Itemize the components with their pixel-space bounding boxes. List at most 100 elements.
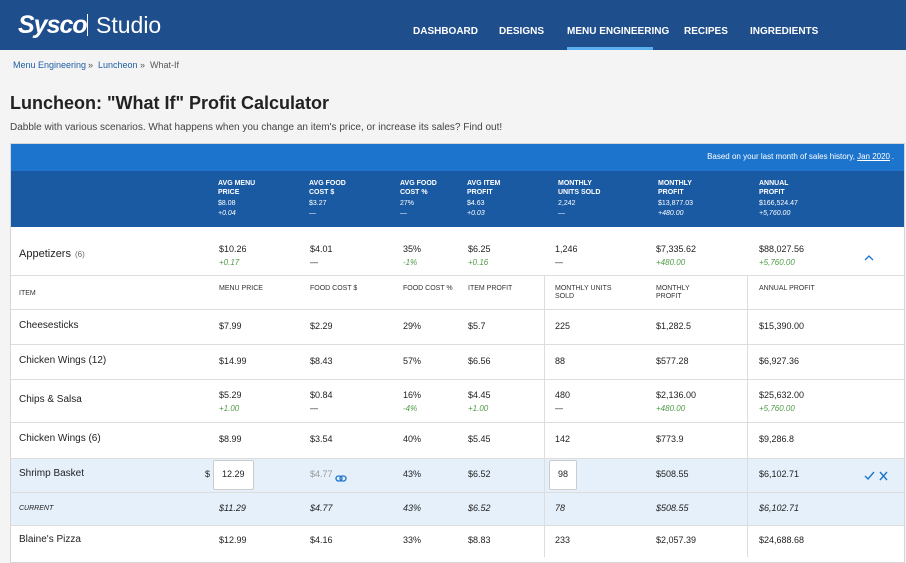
summary-value: $13,877.03 <box>658 200 694 207</box>
summary-value: $3.27 <box>309 200 327 207</box>
breadcrumb-link[interactable]: Menu Engineering <box>13 60 87 70</box>
cell-value: $6.56 <box>468 355 491 366</box>
item-name[interactable]: Chips & Salsa <box>19 393 82 405</box>
calculator-card: Jan 2020. Based on your last month of sal… <box>10 143 905 563</box>
column-divider <box>544 275 545 557</box>
summary-delta: +0.03 <box>467 210 485 217</box>
page-subtitle: Dabble with various scenarios. What happ… <box>10 122 503 133</box>
item-name[interactable]: Cheesesticks <box>19 319 79 331</box>
cell-value: 43% <box>403 469 422 479</box>
cell-value: 29% <box>403 320 422 331</box>
cell-value: $11.29 <box>219 502 246 513</box>
cell-value: $15,390.00 <box>759 320 805 331</box>
column-header: FOOD COST % <box>403 285 453 292</box>
cell-delta: +0.16 <box>468 257 489 267</box>
top-bar: Sysco Studio DASHBOARD DESIGNS MENU ENGINE… <box>0 0 906 50</box>
cell-value: $10.26 <box>219 243 247 254</box>
cell-delta: +5,760.00 <box>759 257 795 267</box>
link-icon[interactable] <box>335 470 347 488</box>
cell-value: $88,027.56 <box>759 243 805 254</box>
item-name: CURRENT <box>19 504 54 512</box>
edit-actions[interactable] <box>864 469 890 487</box>
summary-label: AVG ITEM PROFIT <box>467 180 501 196</box>
cell-value: 142 <box>555 434 571 444</box>
nav-link[interactable]: DASHBOARD <box>413 26 478 37</box>
cell-value: $577.28 <box>656 355 689 366</box>
cell-value: 78 <box>555 502 566 513</box>
item-name[interactable]: Shrimp Basket <box>19 468 85 479</box>
summary-delta: +5,760.00 <box>759 210 791 217</box>
summary-delta: — <box>309 210 316 217</box>
cell-value: $8.83 <box>468 535 491 545</box>
table-row <box>11 458 904 492</box>
cell-value: $4.45 <box>468 389 491 400</box>
cell-delta: +480.00 <box>656 257 686 267</box>
summary-label: MONTHLY UNITS SOLD <box>558 180 601 196</box>
cell-value: $3.54 <box>310 434 333 444</box>
cell-value: $9,286.8 <box>759 434 795 444</box>
column-header: FOOD COST $ <box>310 285 358 292</box>
summary-value: $4.63 <box>467 200 485 207</box>
cell-delta: — <box>555 257 563 267</box>
cell-value: $2,136.00 <box>656 389 697 400</box>
item-name[interactable]: Chicken Wings (6) <box>19 433 101 444</box>
cell-delta: -1% <box>403 257 418 267</box>
column-header: MONTHLY PROFIT <box>656 285 690 300</box>
nav-link[interactable]: INGREDIENTS <box>750 26 819 37</box>
section-name[interactable]: Appetizers <box>19 248 71 260</box>
cell-value: 1,246 <box>555 243 578 254</box>
chevron-up <box>864 255 874 261</box>
cell-value: $6,927.36 <box>759 355 800 366</box>
item-name[interactable]: Chicken Wings (12) <box>19 354 107 366</box>
cell-value: $1,282.5 <box>656 320 692 331</box>
edit-input[interactable]: 98 <box>549 460 578 490</box>
nav-active-underline <box>567 47 653 50</box>
table-row <box>11 379 904 422</box>
cell-value: 40% <box>403 434 422 444</box>
banner-link[interactable]: Jan 2020 <box>857 152 890 161</box>
cell-delta: +480.00 <box>656 403 686 413</box>
cell-value: 233 <box>555 535 571 545</box>
summary-value: $8.08 <box>218 200 236 207</box>
cell-delta: -4% <box>403 403 418 413</box>
table-row <box>11 309 904 344</box>
cell-value: $6.25 <box>468 243 491 254</box>
cell-value: $6,102.71 <box>759 502 800 513</box>
cell-value: 225 <box>555 320 571 331</box>
cell-value: $2.29 <box>310 320 333 331</box>
page-title: Luncheon: "What If" Profit Calculator <box>10 93 330 113</box>
breadcrumb-separator: » <box>88 60 94 70</box>
nav-link[interactable]: DESIGNS <box>499 26 545 37</box>
nav-link[interactable]: MENU ENGINEERING <box>567 26 670 37</box>
cell-value: 33% <box>403 535 422 545</box>
breadcrumb-link[interactable]: Luncheon <box>98 60 138 70</box>
table-row <box>11 422 904 458</box>
collapse-toggle[interactable] <box>864 249 874 267</box>
table-row <box>11 525 904 557</box>
summary-delta: — <box>400 210 407 217</box>
summary-label: ANNUAL PROFIT <box>759 180 789 196</box>
cell-value: $4.77 <box>310 469 333 479</box>
logo[interactable]: Sysco <box>18 11 88 39</box>
edit-input[interactable]: 12.29 <box>213 460 254 490</box>
product-name: Studio <box>96 12 162 38</box>
cell-delta: +5,760.00 <box>759 403 795 413</box>
cell-value: $14.99 <box>219 355 247 366</box>
cell-value: $7,335.62 <box>656 243 697 254</box>
summary-value: $166,524.47 <box>759 200 798 207</box>
item-name[interactable]: Blaine's Pizza <box>19 534 81 545</box>
confirm-cancel[interactable] <box>864 470 890 482</box>
cell-value: $0.84 <box>310 389 333 400</box>
nav-link[interactable]: RECIPES <box>684 26 728 37</box>
cell-value: 57% <box>403 355 422 366</box>
banner-note-end: . <box>891 152 894 161</box>
cell-value: $7.99 <box>219 320 242 331</box>
column-header: MENU PRICE <box>219 285 263 292</box>
cell-value: $4.01 <box>310 243 333 254</box>
summary-delta: +480.00 <box>658 210 684 217</box>
summary-delta: — <box>558 210 565 217</box>
cell-value: 35% <box>403 243 422 254</box>
section-count: (6) <box>75 250 85 259</box>
cell-value: $5.29 <box>219 389 242 400</box>
breadcrumb-link: What-If <box>150 60 180 70</box>
